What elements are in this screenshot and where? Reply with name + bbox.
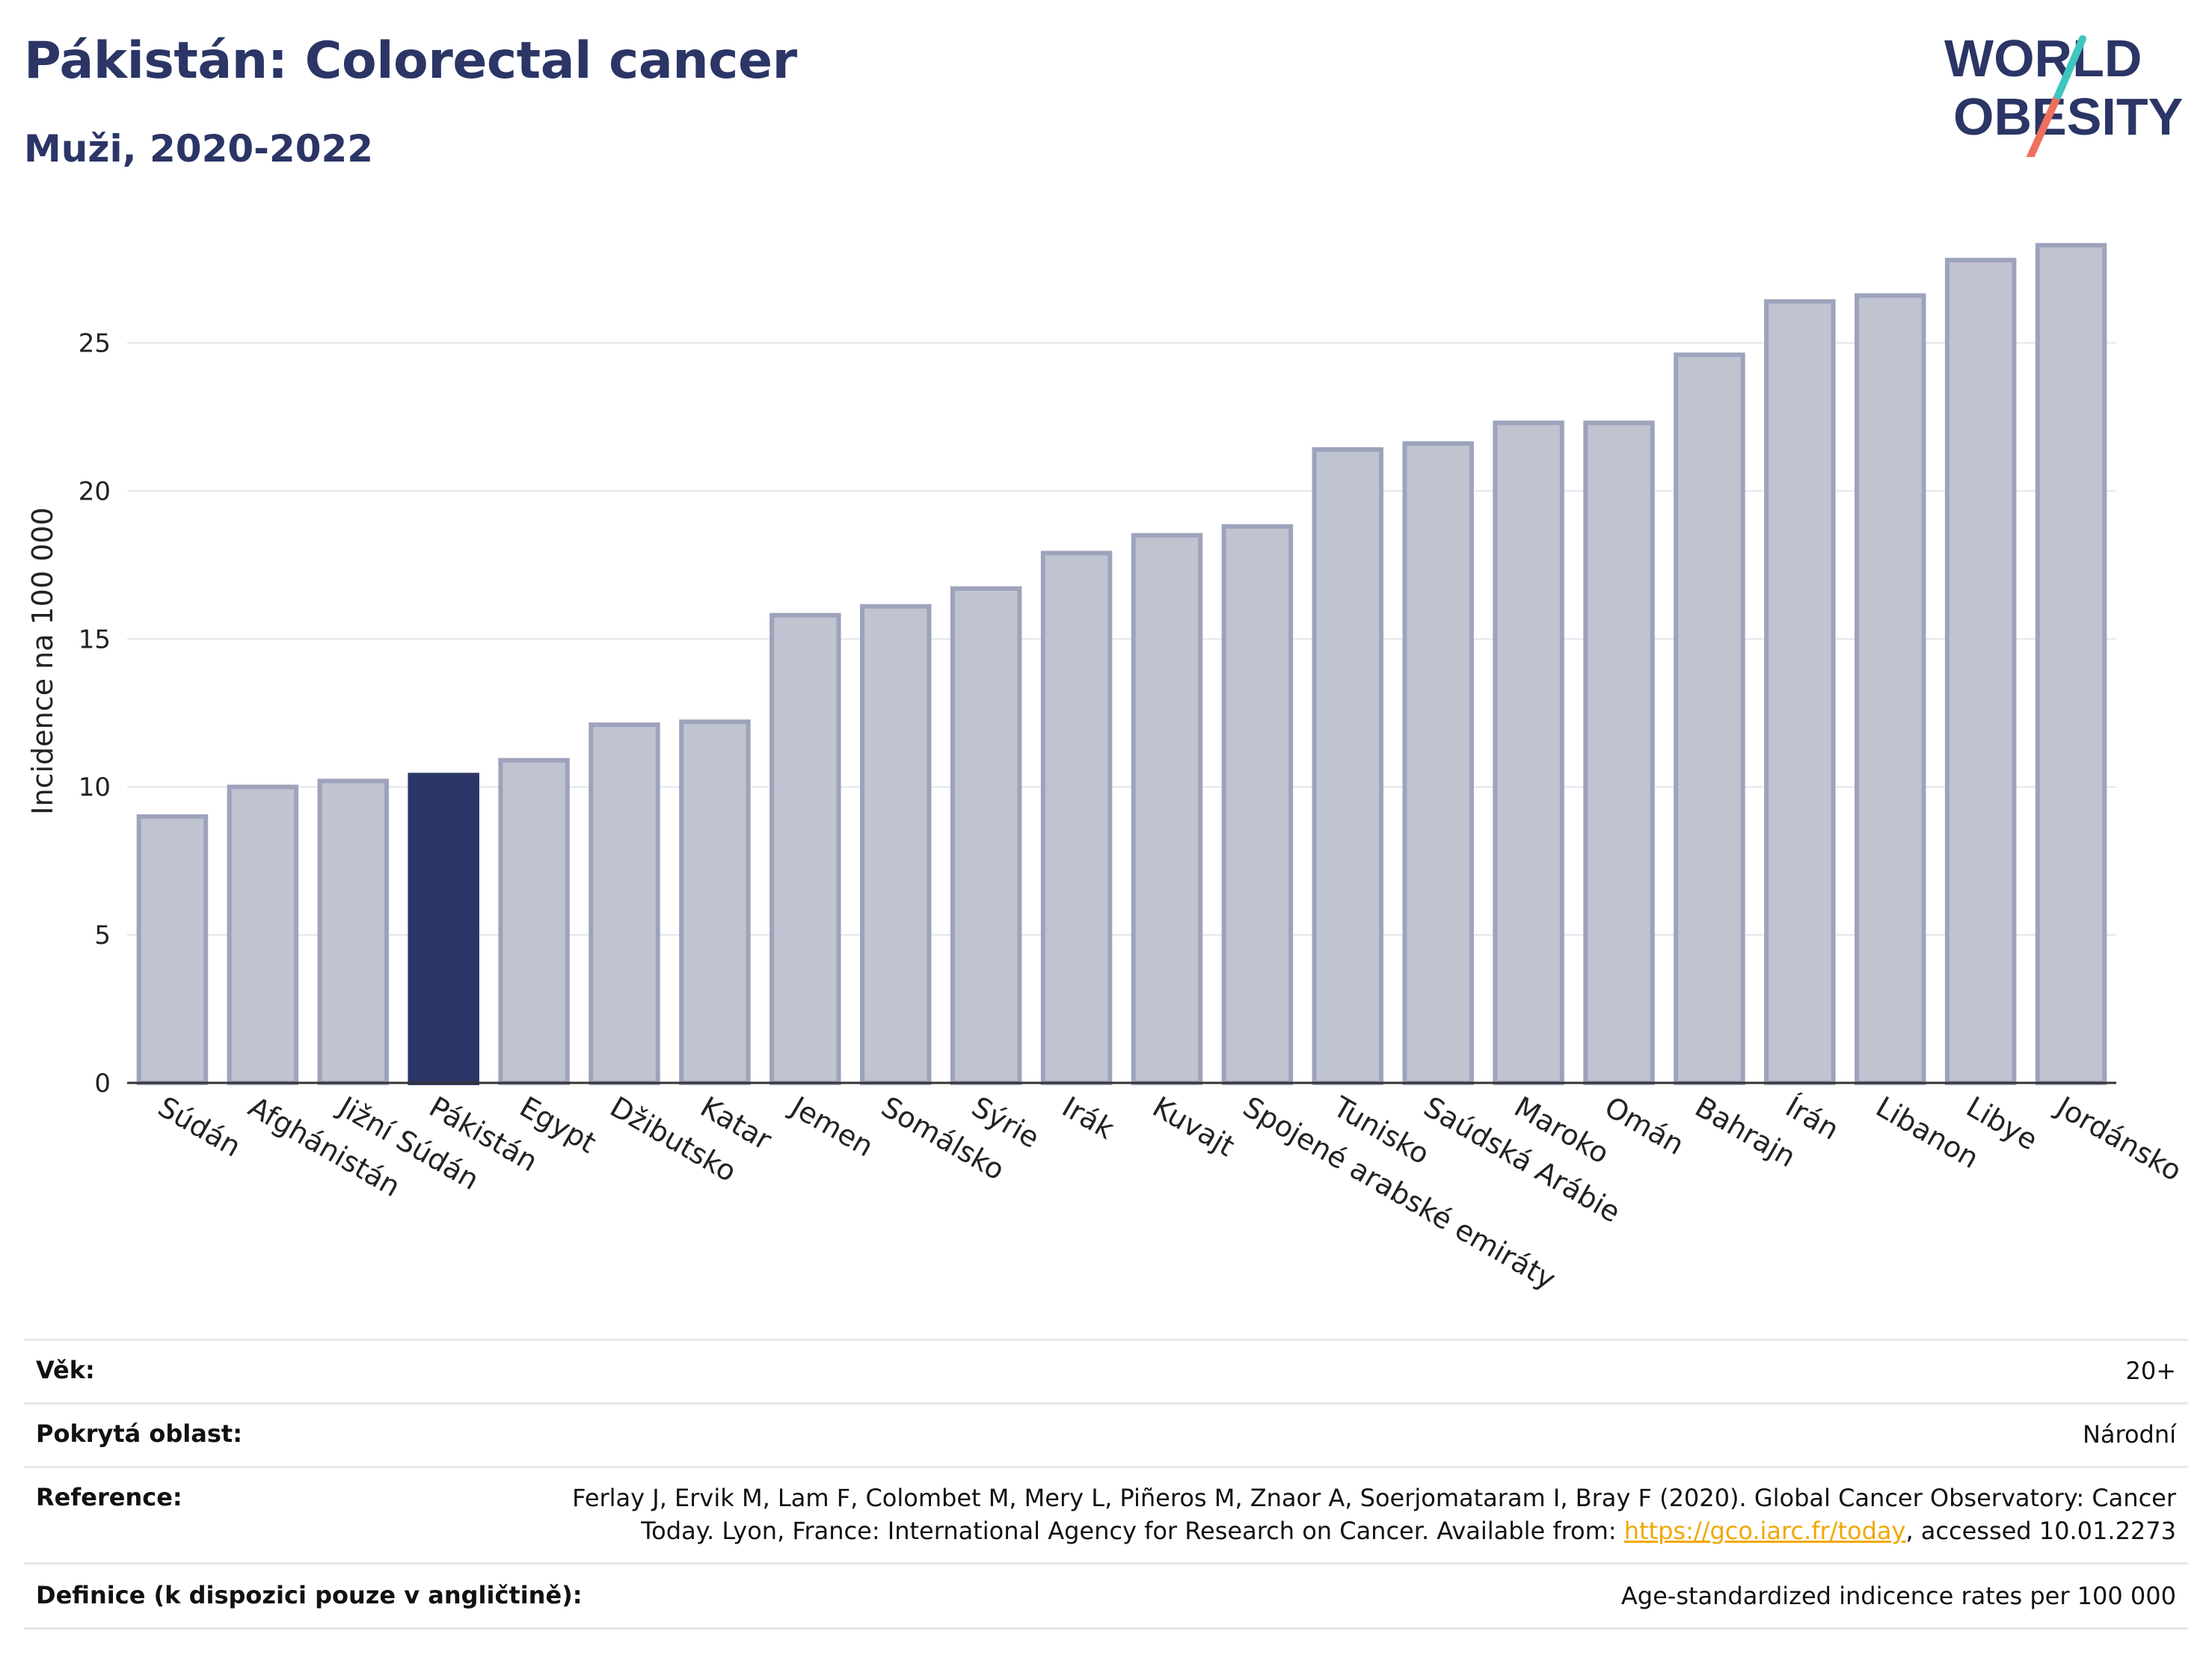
bar — [1312, 447, 1384, 1085]
bar — [1493, 420, 1564, 1085]
bar — [2035, 242, 2107, 1086]
bar — [1854, 293, 1926, 1086]
y-tick-label: 15 — [79, 624, 111, 654]
x-tick-label: Afghánistán — [243, 1090, 406, 1203]
y-tick-label: 25 — [79, 329, 111, 359]
age-label: Věk: — [36, 1356, 95, 1384]
bar — [1674, 352, 1745, 1085]
bar — [1221, 523, 1294, 1085]
info-table: Věk: 20+ Pokrytá oblast: Národní Referen… — [24, 1339, 2188, 1630]
x-tick-label: Omán — [1600, 1090, 1690, 1161]
bar — [1764, 299, 1836, 1085]
bar-chart: 0 5 10 15 20 25 Incidence na 100 000 SúdánAfghá… — [26, 242, 2187, 1296]
bar — [769, 612, 841, 1085]
bar — [679, 719, 751, 1085]
y-tick-label: 20 — [79, 476, 111, 506]
bar — [950, 586, 1022, 1085]
bar-highlight — [408, 773, 479, 1085]
bar — [317, 779, 390, 1085]
x-tick-label: Spojené arabské emiráty — [1238, 1090, 1561, 1296]
bar — [1131, 532, 1203, 1085]
bar — [589, 722, 660, 1085]
reference-label: Reference: — [36, 1483, 182, 1511]
definition-value: Age-standardized indicence rates per 100… — [1620, 1582, 2176, 1610]
x-tick-label: Súdán — [153, 1090, 247, 1164]
bar — [1040, 550, 1113, 1085]
reference-value: Ferlay J, Ervik M, Lam F, Colombet M, Me… — [572, 1484, 2176, 1545]
world-obesity-logo: WORLD OBESITY — [1944, 29, 2183, 157]
y-tick-label: 0 — [94, 1069, 111, 1099]
svg-text:OBESITY: OBESITY — [1953, 87, 2183, 146]
bar — [1583, 420, 1655, 1085]
bar — [859, 604, 932, 1085]
x-tick-label: Kuvajt — [1147, 1090, 1240, 1163]
page-title: Pákistán: Colorectal cancer — [24, 31, 797, 90]
bar — [1402, 441, 1474, 1085]
bar — [136, 814, 209, 1085]
x-tick-label: Libanon — [1870, 1090, 1984, 1175]
info-row-definition: Definice (k dispozici pouze v angličtině… — [24, 1562, 2188, 1630]
x-tick-label: Bahrajn — [1689, 1090, 1801, 1174]
bar — [498, 758, 570, 1085]
definition-label: Definice (k dispozici pouze v angličtině… — [36, 1581, 583, 1609]
bar — [1944, 257, 2017, 1085]
page-subtitle: Muži, 2020-2022 — [24, 127, 374, 171]
y-tick-label: 10 — [79, 773, 111, 802]
area-value: Národní — [2082, 1420, 2176, 1449]
info-row-area: Pokrytá oblast: Národní — [24, 1402, 2188, 1466]
x-tick-label: Jemen — [784, 1090, 879, 1164]
area-label: Pokrytá oblast: — [36, 1419, 242, 1448]
info-row-reference: Reference: Ferlay J, Ervik M, Lam F, Col… — [24, 1466, 2188, 1562]
y-tick-label: 5 — [94, 921, 111, 951]
x-tick-label: Irák — [1057, 1090, 1119, 1146]
x-tick-label: Jordánsko — [2050, 1090, 2187, 1188]
info-row-age: Věk: 20+ — [24, 1339, 2188, 1402]
svg-text:WORLD: WORLD — [1944, 29, 2142, 87]
bar — [227, 784, 299, 1086]
age-value: 20+ — [2125, 1357, 2176, 1385]
y-axis-label: Incidence na 100 000 — [26, 507, 59, 814]
reference-link[interactable]: https://gco.iarc.fr/today — [1623, 1517, 1906, 1545]
